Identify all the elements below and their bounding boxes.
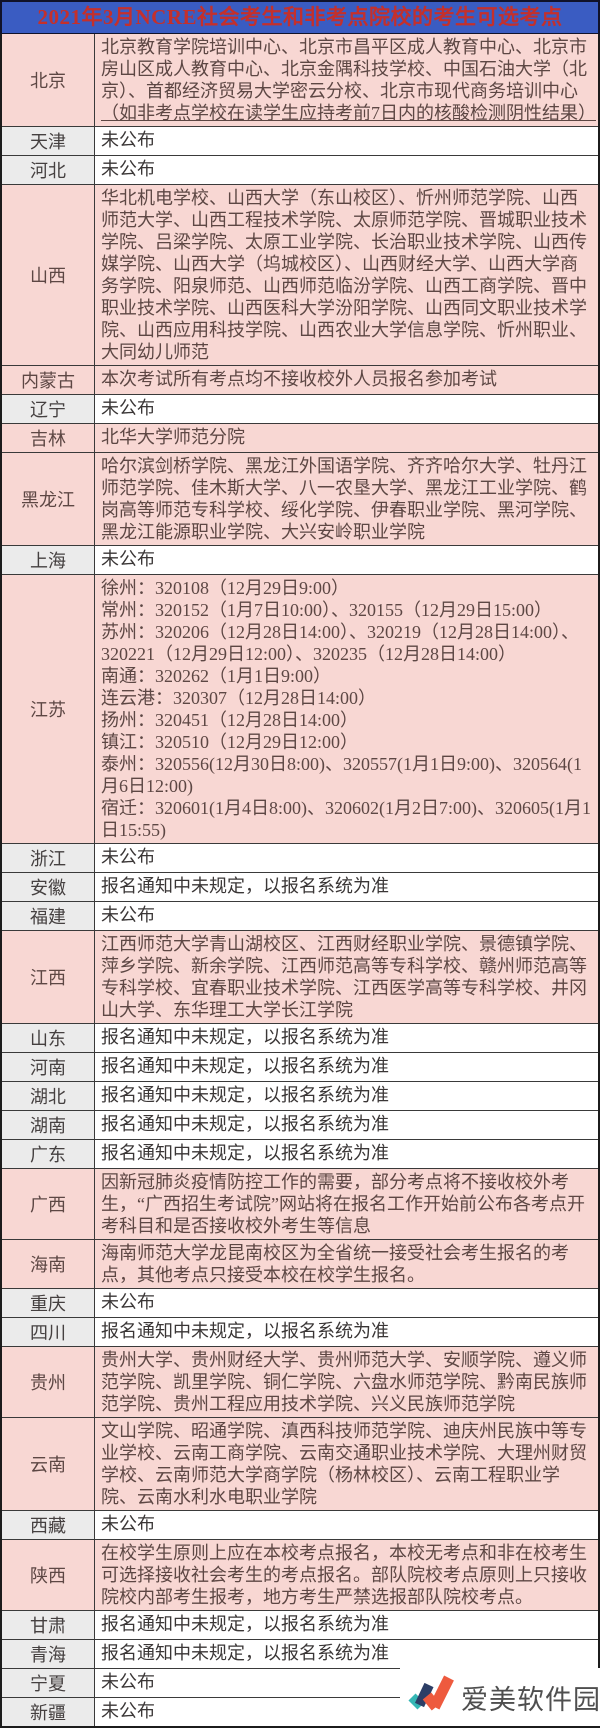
table-row: 重庆 未公布	[2, 1288, 598, 1317]
centers-cell: 在校学生原则上应在本校考点报名，本校无考点和非在校考生可选择接收社会考生的考点报…	[95, 1540, 598, 1610]
centers-cell: 报名通知中未规定，以报名系统为准	[95, 1053, 598, 1081]
province-cell: 辽宁	[2, 395, 95, 423]
test-centers-table: 北京 北京教育学院培训中心、北京市昌平区成人教育中心、北京市房山区成人教育中心、…	[0, 34, 600, 1728]
province-cell: 青海	[2, 1640, 95, 1668]
watermark: 爱美软件园	[400, 1668, 600, 1726]
centers-cell: 北华大学师范分院	[95, 424, 598, 452]
centers-cell: 报名通知中未规定，以报名系统为准	[95, 1024, 598, 1052]
province-cell: 安徽	[2, 873, 95, 901]
centers-cell: 海南师范大学龙昆南校区为全省统一接受社会考生报名的考点，其他考点只接受本校在校学…	[95, 1240, 598, 1288]
province-cell: 上海	[2, 546, 95, 574]
centers-cell: 未公布	[95, 1511, 598, 1539]
table-row: 北京 北京教育学院培训中心、北京市昌平区成人教育中心、北京市房山区成人教育中心、…	[2, 34, 598, 126]
province-cell: 黑龙江	[2, 453, 95, 545]
province-cell: 浙江	[2, 844, 95, 872]
province-cell: 内蒙古	[2, 366, 95, 394]
table-row: 陕西 在校学生原则上应在本校考点报名，本校无考点和非在校考生可选择接收社会考生的…	[2, 1539, 598, 1610]
province-cell: 山东	[2, 1024, 95, 1052]
province-cell: 西藏	[2, 1511, 95, 1539]
province-cell: 广东	[2, 1140, 95, 1168]
table-row: 安徽 报名通知中未规定，以报名系统为准	[2, 872, 598, 901]
table-row: 甘肃 报名通知中未规定，以报名系统为准	[2, 1610, 598, 1639]
table-row: 江西 江西师范大学青山湖校区、江西财经职业学院、景德镇学院、萍乡学院、新余学院、…	[2, 930, 598, 1023]
centers-cell: 贵州大学、贵州财经大学、贵州师范大学、安顺学院、遵义师范学院、凯里学院、铜仁学院…	[95, 1347, 598, 1417]
centers-cell: 本次考试所有考点均不接收校外人员报名参加考试	[95, 366, 598, 394]
centers-cell: 未公布	[95, 844, 598, 872]
table-row: 浙江 未公布	[2, 843, 598, 872]
centers-cell: 报名通知中未规定，以报名系统为准	[95, 1111, 598, 1139]
province-cell: 湖南	[2, 1111, 95, 1139]
table-row: 湖南 报名通知中未规定，以报名系统为准	[2, 1110, 598, 1139]
table-row: 海南 海南师范大学龙昆南校区为全省统一接受社会考生报名的考点，其他考点只接受本校…	[2, 1239, 598, 1288]
table-row: 贵州 贵州大学、贵州财经大学、贵州师范大学、安顺学院、遵义师范学院、凯里学院、铜…	[2, 1346, 598, 1417]
centers-cell: 报名通知中未规定，以报名系统为准	[95, 1082, 598, 1110]
table-row: 河南 报名通知中未规定，以报名系统为准	[2, 1052, 598, 1081]
centers-cell: 报名通知中未规定，以报名系统为准	[95, 1611, 598, 1639]
watermark-text: 爱美软件园	[461, 1684, 600, 1715]
province-cell: 四川	[2, 1318, 95, 1346]
province-cell: 湖北	[2, 1082, 95, 1110]
checkmarks-logo-icon	[408, 1675, 454, 1720]
centers-cell: 因新冠肺炎疫情防控工作的需要，部分考点将不接收校外考生，“广西招生考试院”网站将…	[95, 1169, 598, 1239]
centers-text: 北京教育学院培训中心、北京市昌平区成人教育中心、北京市房山区成人教育中心、北京金…	[101, 37, 587, 101]
province-cell: 陕西	[2, 1540, 95, 1610]
page-title: 2021年3月NCRE社会考生和非考点院校的考生可选考点	[0, 0, 600, 34]
centers-cell: 未公布	[95, 1289, 598, 1317]
table-row: 山西 华北机电学校、山西大学（东山校区）、忻州师范学院、山西师范大学、山西工程技…	[2, 184, 598, 365]
centers-cell: 北京教育学院培训中心、北京市昌平区成人教育中心、北京市房山区成人教育中心、北京金…	[95, 34, 598, 126]
centers-cell: 华北机电学校、山西大学（东山校区）、忻州师范学院、山西师范大学、山西工程技术学院…	[95, 185, 598, 365]
province-cell: 河南	[2, 1053, 95, 1081]
province-cell: 天津	[2, 127, 95, 155]
centers-cell: 未公布	[95, 156, 598, 184]
table-row: 青海 报名通知中未规定，以报名系统为准	[2, 1639, 598, 1668]
province-cell: 宁夏	[2, 1669, 95, 1697]
province-cell: 江西	[2, 931, 95, 1023]
province-cell: 新疆	[2, 1698, 95, 1726]
province-cell: 海南	[2, 1240, 95, 1288]
province-cell: 北京	[2, 34, 95, 126]
centers-cell: 未公布	[95, 127, 598, 155]
table-row: 四川 报名通知中未规定，以报名系统为准	[2, 1317, 598, 1346]
province-cell: 云南	[2, 1418, 95, 1510]
province-cell: 河北	[2, 156, 95, 184]
province-cell: 甘肃	[2, 1611, 95, 1639]
table-row: 山东 报名通知中未规定，以报名系统为准	[2, 1023, 598, 1052]
centers-cell: 江西师范大学青山湖校区、江西财经职业学院、景德镇学院、萍乡学院、新余学院、江西师…	[95, 931, 598, 1023]
table-row: 辽宁 未公布	[2, 394, 598, 423]
table-row: 内蒙古 本次考试所有考点均不接收校外人员报名参加考试	[2, 365, 598, 394]
table-row: 广东 报名通知中未规定，以报名系统为准	[2, 1139, 598, 1168]
table-row: 云南 文山学院、昭通学院、滇西科技师范学院、迪庆州民族中等专业学校、云南工商学院…	[2, 1417, 598, 1510]
centers-cell: 徐州：320108（12月29日9:00） 常州：320152（1月7日10:0…	[95, 575, 598, 843]
table-row: 河北 未公布	[2, 155, 598, 184]
table-row: 上海 未公布	[2, 545, 598, 574]
centers-cell: 报名通知中未规定，以报名系统为准	[95, 1140, 598, 1168]
table-row: 天津 未公布	[2, 126, 598, 155]
table-row: 西藏 未公布	[2, 1510, 598, 1539]
centers-cell: 未公布	[95, 546, 598, 574]
centers-cell: 报名通知中未规定，以报名系统为准	[95, 1640, 598, 1668]
table-row: 黑龙江 哈尔滨剑桥学院、黑龙江外国语学院、齐齐哈尔大学、牡丹江师范学院、佳木斯大…	[2, 452, 598, 545]
centers-cell: 文山学院、昭通学院、滇西科技师范学院、迪庆州民族中等专业学校、云南工商学院、云南…	[95, 1418, 598, 1510]
table-row: 广西 因新冠肺炎疫情防控工作的需要，部分考点将不接收校外考生，“广西招生考试院”…	[2, 1168, 598, 1239]
province-cell: 福建	[2, 902, 95, 930]
centers-cell: 未公布	[95, 395, 598, 423]
centers-cell: 报名通知中未规定，以报名系统为准	[95, 1318, 598, 1346]
province-cell: 山西	[2, 185, 95, 365]
province-cell: 广西	[2, 1169, 95, 1239]
table-row: 福建 未公布	[2, 901, 598, 930]
centers-cell: 哈尔滨剑桥学院、黑龙江外国语学院、齐齐哈尔大学、牡丹江师范学院、佳木斯大学、八一…	[95, 453, 598, 545]
centers-note-underlined: （如非考点学校在读学生应持考前7日内的核酸检测阴性结果）	[101, 103, 596, 123]
province-cell: 江苏	[2, 575, 95, 843]
province-cell: 贵州	[2, 1347, 95, 1417]
table-row: 湖北 报名通知中未规定，以报名系统为准	[2, 1081, 598, 1110]
province-cell: 吉林	[2, 424, 95, 452]
table-row: 江苏 徐州：320108（12月29日9:00） 常州：320152（1月7日1…	[2, 574, 598, 843]
province-cell: 重庆	[2, 1289, 95, 1317]
table-row: 吉林 北华大学师范分院	[2, 423, 598, 452]
centers-cell: 未公布	[95, 902, 598, 930]
centers-cell: 报名通知中未规定，以报名系统为准	[95, 873, 598, 901]
